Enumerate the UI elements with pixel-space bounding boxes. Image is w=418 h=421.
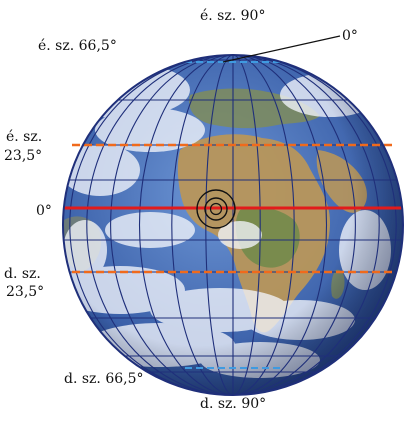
equator-label: 0° (36, 203, 52, 219)
meridian-line-6 (69, 55, 397, 395)
meridian-line-3 (138, 55, 328, 395)
prime-meridian-pointer (222, 35, 341, 63)
meridian-line-4 (110, 55, 356, 395)
north-pole-label: é. sz. 90° (200, 8, 265, 24)
south-pole-label: d. sz. 90° (200, 396, 266, 412)
meridian-line-2 (171, 55, 295, 395)
antarctic-circle-label: d. sz. 66,5° (64, 371, 144, 387)
concentric-circles-icon (196, 189, 236, 229)
prime-meridian-label: 0° (342, 28, 358, 44)
tropic-cancer-label-line2: 23,5° (4, 148, 42, 164)
arctic-circle-label: é. sz. 66,5° (38, 38, 117, 54)
tropic-cancer-label-line1: é. sz. (6, 129, 42, 145)
tropic-capricorn-label-line2: 23,5° (6, 284, 44, 300)
meridian-line-5 (86, 55, 380, 395)
globe-outline (62, 54, 404, 396)
tropic-capricorn-label-line1: d. sz. (4, 266, 41, 282)
